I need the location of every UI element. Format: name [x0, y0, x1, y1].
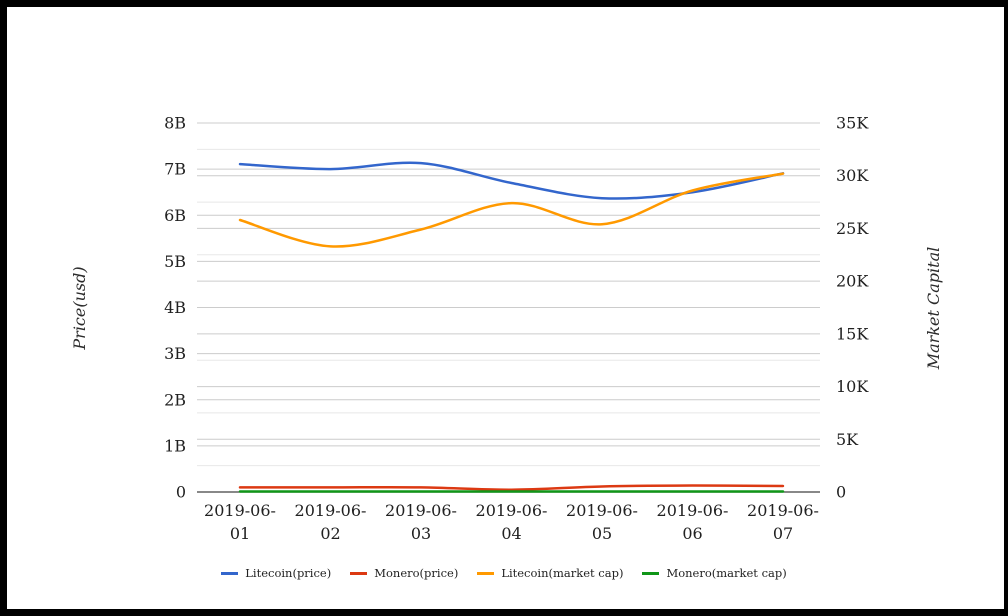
- right-axis-tick-label: 35K: [836, 114, 869, 133]
- right-axis-tick-label: 15K: [836, 324, 869, 343]
- frame-border-top: [0, 0, 1008, 7]
- legend-item-monero-price[interactable]: Monero(price): [350, 566, 458, 580]
- x-axis-tick-label: 2019-06-05: [566, 501, 638, 543]
- legend-label: Monero(price): [374, 566, 459, 580]
- left-axis-tick-label: 6B: [164, 206, 186, 225]
- legend-label: Monero(market cap): [666, 566, 787, 580]
- right-axis-tick-label: 0: [836, 483, 846, 502]
- left-axis-tick-label: 1B: [164, 436, 186, 455]
- left-axis-title: Price(usd): [70, 266, 89, 350]
- x-axis-tick-label: 2019-06-07: [747, 501, 819, 543]
- left-axis-tick-labels: 0 1B 2B 3B 4B 5B 6B 7B 8B: [164, 114, 186, 502]
- left-axis-tick-label: 4B: [164, 298, 186, 317]
- frame-border-bottom: [0, 609, 1008, 616]
- legend-swatch-monero-price: [350, 571, 368, 575]
- legend-label: Litecoin(market cap): [501, 566, 624, 580]
- legend-swatch-monero-market-cap: [642, 571, 660, 575]
- series-line-litecoin-price[interactable]: [238, 161, 785, 200]
- left-axis-tick-label: 5B: [164, 252, 186, 271]
- left-axis-tick-label: 8B: [164, 114, 186, 133]
- right-axis-tick-label: 25K: [836, 219, 869, 238]
- chart-legend: Litecoin(price) Monero(price) Litecoin(mar…: [0, 566, 1008, 580]
- x-axis-tick-labels: 2019-06-01 2019-06-02 2019-06-03 2019-06-04…: [204, 501, 819, 543]
- legend-swatch-litecoin-price: [221, 571, 239, 575]
- right-axis-tick-label: 30K: [836, 166, 869, 185]
- grid-layer: [197, 122, 820, 467]
- x-axis-tick-label: 2019-06-01: [204, 501, 276, 543]
- frame-border-right: [1004, 0, 1008, 616]
- left-axis-tick-label: 7B: [164, 160, 186, 179]
- legend-item-monero-market-cap[interactable]: Monero(market cap): [642, 566, 787, 580]
- left-axis-tick-label: 3B: [164, 344, 186, 363]
- plot-area[interactable]: [197, 123, 820, 492]
- left-axis-tick-label: 0: [176, 483, 186, 502]
- x-axis-tick-label: 2019-06-02: [295, 501, 367, 543]
- right-axis-tick-label: 5K: [836, 430, 859, 449]
- right-axis-tick-label: 10K: [836, 377, 869, 396]
- legend-item-litecoin-market-cap[interactable]: Litecoin(market cap): [477, 566, 623, 580]
- legend-label: Litecoin(price): [245, 566, 332, 580]
- x-axis-tick-label: 2019-06-06: [657, 501, 729, 543]
- frame-border-left: [0, 0, 7, 616]
- left-axis-tick-label: 2B: [164, 390, 186, 409]
- series-line-litecoin-market-cap[interactable]: [238, 172, 785, 248]
- right-axis-tick-label: 20K: [836, 272, 869, 291]
- right-axis-title: Market Capital: [924, 247, 943, 370]
- series-line-monero-price[interactable]: [238, 484, 785, 491]
- legend-swatch-litecoin-market-cap: [477, 571, 495, 575]
- x-axis-tick-label: 2019-06-04: [476, 501, 548, 543]
- series-layer: [238, 161, 785, 493]
- x-axis-tick-label: 2019-06-03: [385, 501, 457, 543]
- right-axis-tick-labels: 0 5K 10K 15K 20K 25K 30K 35K: [836, 114, 869, 502]
- legend-item-litecoin-price[interactable]: Litecoin(price): [221, 566, 331, 580]
